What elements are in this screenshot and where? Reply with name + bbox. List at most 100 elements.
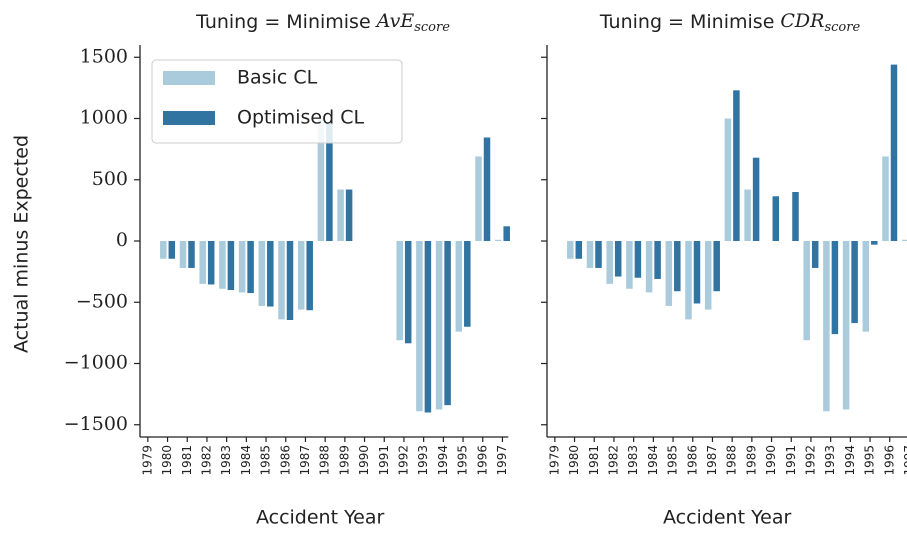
- x-tick-label: 1996: [475, 445, 489, 476]
- bar: [595, 241, 602, 268]
- bar: [396, 241, 403, 341]
- bar: [286, 241, 294, 321]
- x-tick-label: 1985: [666, 445, 680, 476]
- x-tick-label: 1979: [140, 445, 154, 476]
- x-tick-label: 1991: [784, 445, 798, 476]
- bar: [634, 241, 642, 278]
- bar: [693, 241, 701, 304]
- bar: [713, 241, 720, 292]
- x-tick-label: 1993: [823, 445, 837, 476]
- bar: [464, 241, 471, 327]
- bar: [404, 241, 412, 344]
- bar: [317, 118, 325, 241]
- x-axis-label: Accident Year: [663, 507, 792, 529]
- bar: [179, 241, 187, 268]
- bar: [674, 241, 681, 292]
- bar: [219, 241, 226, 289]
- x-tick-label: 1994: [436, 445, 450, 476]
- panel-title: Tuning = Minimise AvEscore: [195, 10, 450, 35]
- title-text: Tuning = Minimise: [599, 11, 775, 33]
- bar: [247, 241, 254, 294]
- bar: [811, 241, 819, 268]
- bar: [416, 241, 423, 412]
- bar: [575, 241, 583, 259]
- bar: [685, 241, 692, 320]
- bar: [424, 241, 432, 413]
- x-tick-label: 1996: [882, 445, 896, 476]
- title-sub: score: [414, 20, 450, 35]
- bar: [901, 239, 907, 241]
- bar: [483, 137, 491, 241]
- x-tick-label: 1987: [705, 445, 719, 476]
- bar: [455, 241, 463, 332]
- bar: [207, 241, 215, 285]
- bar: [306, 241, 313, 311]
- bar: [890, 64, 898, 241]
- bar: [792, 192, 799, 241]
- bar: [862, 241, 870, 332]
- y-tick-label: 1000: [80, 107, 128, 129]
- x-tick-label: 1986: [278, 445, 292, 476]
- x-tick-label: 1997: [495, 445, 509, 476]
- x-tick-label: 1981: [587, 445, 601, 476]
- x-tick-label: 1989: [337, 445, 351, 476]
- title-text: Tuning = Minimise: [195, 11, 371, 33]
- x-tick-label: 1995: [456, 445, 470, 476]
- bar: [586, 241, 594, 268]
- x-tick-label: 1994: [843, 445, 857, 476]
- bar: [227, 241, 235, 290]
- x-tick-label: 1983: [626, 445, 640, 476]
- bar: [168, 241, 176, 259]
- bar: [744, 189, 751, 241]
- x-tick-label: 1980: [160, 445, 174, 476]
- y-tick-label: 500: [92, 168, 128, 190]
- x-tick-label: 1982: [199, 445, 213, 476]
- bar: [772, 196, 780, 241]
- bar: [567, 241, 574, 259]
- title-math: AvE: [375, 10, 415, 32]
- title-sub: score: [824, 20, 860, 35]
- bar: [752, 157, 760, 241]
- bar: [665, 241, 673, 306]
- legend-swatch: [163, 111, 215, 125]
- bar: [435, 241, 443, 410]
- x-tick-label: 1981: [180, 445, 194, 476]
- bar: [258, 241, 266, 306]
- x-tick-label: 1980: [567, 445, 581, 476]
- x-tick-label: 1992: [803, 445, 817, 476]
- y-tick-label: −500: [76, 290, 128, 312]
- x-tick-label: 1992: [396, 445, 410, 476]
- x-tick-label: 1987: [298, 445, 312, 476]
- bar: [345, 189, 353, 241]
- bar: [297, 241, 305, 310]
- bar: [494, 239, 502, 241]
- bar: [704, 241, 712, 310]
- bar: [337, 189, 344, 241]
- x-tick-label: 1984: [646, 445, 660, 476]
- bar: [614, 241, 622, 277]
- bar: [606, 241, 613, 284]
- y-axis-label: Actual minus Expected: [11, 135, 33, 353]
- bar: [654, 241, 661, 279]
- bar: [188, 241, 195, 268]
- bar: [823, 241, 830, 412]
- bar: [733, 90, 740, 241]
- x-axis-label: Accident Year: [256, 507, 385, 529]
- bar: [831, 241, 839, 335]
- x-tick-label: 1983: [219, 445, 233, 476]
- bar: [724, 118, 732, 241]
- x-tick-label: 1997: [902, 445, 907, 476]
- y-tick-label: −1500: [64, 413, 128, 435]
- bar: [645, 241, 653, 293]
- y-tick-label: −1000: [64, 352, 128, 374]
- bar: [267, 241, 274, 307]
- legend-swatch: [163, 71, 215, 85]
- bar: [871, 241, 878, 245]
- x-tick-label: 1988: [725, 445, 739, 476]
- bar: [326, 122, 333, 241]
- x-tick-label: 1984: [239, 445, 253, 476]
- bar: [160, 241, 167, 259]
- title-math: CDR: [780, 10, 824, 32]
- panel-title: Tuning = Minimise CDRscore: [599, 10, 861, 35]
